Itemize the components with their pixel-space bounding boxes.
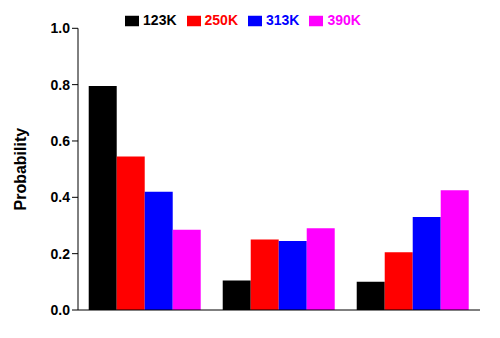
html-text:123K: 123K	[143, 12, 177, 28]
html-text:390K: 390K	[327, 12, 361, 28]
html-text:313K: 313K	[266, 12, 300, 28]
svg-text:0.2: 0.2	[51, 246, 71, 262]
svg-text:Probability: Probability	[12, 128, 29, 211]
svg-text:0.6: 0.6	[51, 133, 71, 149]
html-text:250K: 250K	[204, 12, 238, 28]
svg-text:0.8: 0.8	[51, 77, 71, 93]
svg-text:0.0: 0.0	[51, 302, 71, 318]
svg-text:1.0: 1.0	[51, 20, 71, 36]
svg-text:0.4: 0.4	[51, 189, 71, 205]
